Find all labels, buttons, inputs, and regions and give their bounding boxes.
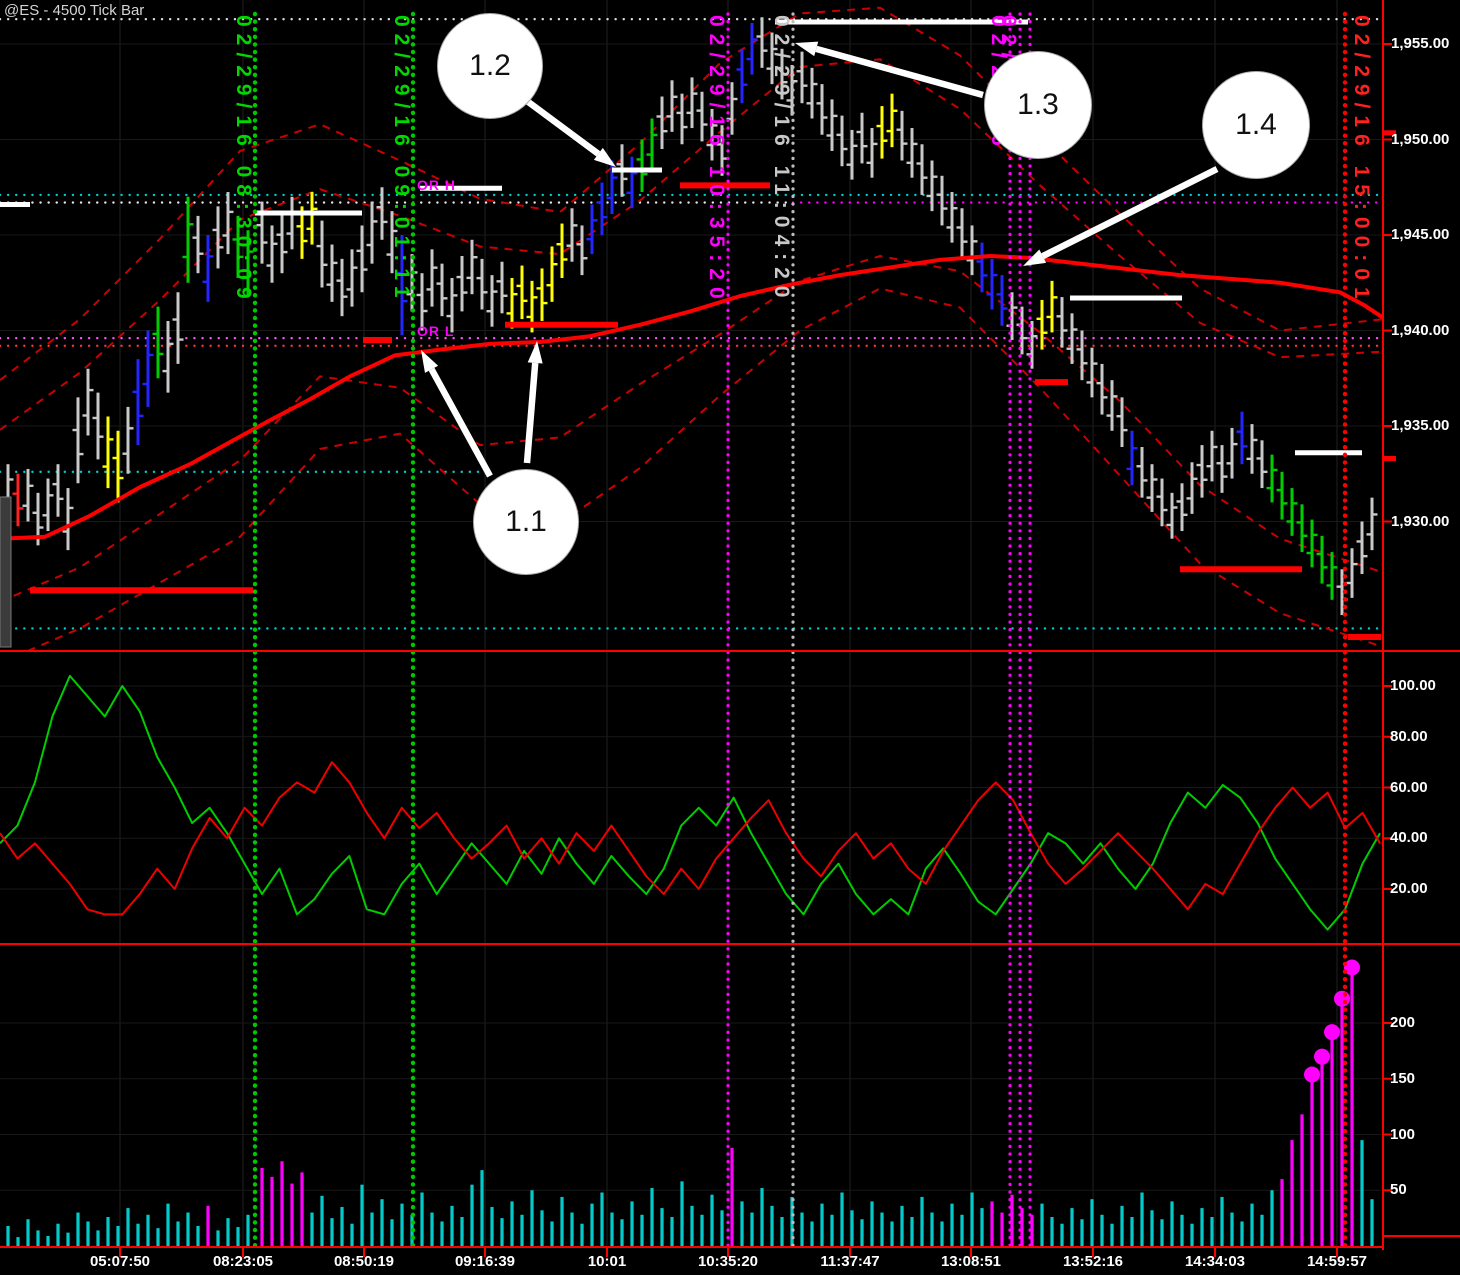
price-axis[interactable] [1383, 0, 1460, 651]
session-lines [252, 11, 1348, 1249]
lower-outer-band [22, 287, 1383, 652]
clipped-side-panel [0, 496, 12, 648]
oscillator-line-green [0, 674, 1381, 931]
callout-arrow [525, 98, 601, 157]
annotation-callout-1-3[interactable]: 1.3 [984, 51, 1092, 159]
candlestick-series [2, 17, 1378, 616]
annotation-arrows [421, 41, 1219, 478]
lower-inner-band [0, 254, 1383, 603]
annotation-callout-1-4[interactable]: 1.4 [1202, 71, 1310, 179]
callout-arrow [815, 45, 984, 99]
volume-dot [1334, 990, 1350, 1007]
oscillator-line-red [0, 761, 1381, 916]
volume-axis[interactable] [1383, 945, 1460, 1236]
callout-arrow [1041, 166, 1219, 260]
oscillator-panel [0, 674, 1381, 931]
volume-dot [1304, 1066, 1320, 1083]
chart-title: @ES - 4500 Tick Bar [4, 2, 145, 19]
callout-arrowhead [795, 41, 819, 57]
callout-arrowhead [527, 341, 543, 364]
upper-outer-band [0, 6, 1383, 381]
volume-dot [1344, 959, 1360, 976]
annotation-callout-1-2[interactable]: 1.2 [437, 13, 543, 119]
callout-arrow [523, 362, 539, 464]
volume-dot [1314, 1048, 1330, 1065]
volume-panel [6, 959, 1374, 1246]
volume-dot [1324, 1024, 1340, 1041]
callout-arrowhead [421, 350, 439, 373]
callout-arrow [428, 367, 493, 478]
price-panel [0, 6, 1383, 652]
gridlines [0, 0, 1383, 1247]
callout-arrowhead [1023, 249, 1047, 266]
moving-average-line [0, 254, 1383, 541]
annotation-callout-1-1[interactable]: 1.1 [473, 469, 579, 575]
callout-arrowhead [593, 147, 616, 167]
oscillator-axis[interactable] [1383, 652, 1460, 944]
time-axis[interactable] [0, 1248, 1383, 1275]
